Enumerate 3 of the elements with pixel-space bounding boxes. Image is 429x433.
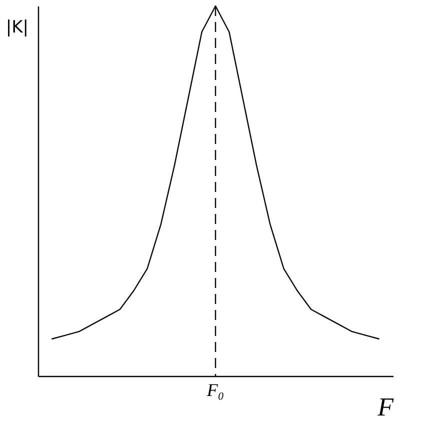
- text: F₀: [206, 380, 224, 400]
- y-axis-title: |K|: [6, 18, 28, 38]
- x-axis-title: F: [376, 392, 395, 422]
